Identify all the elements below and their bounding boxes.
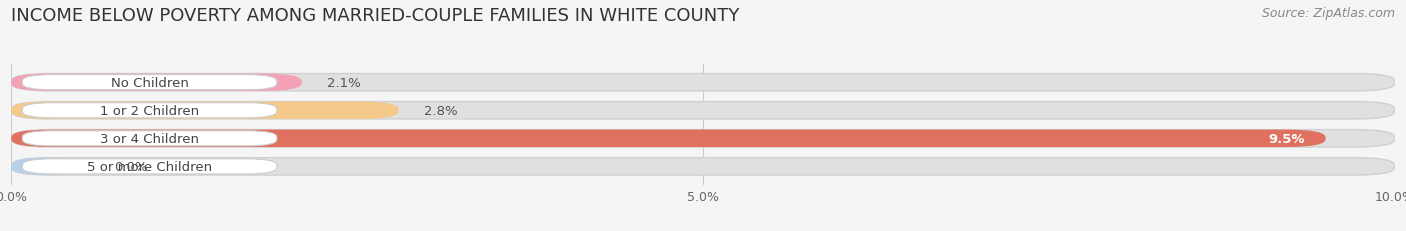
Text: INCOME BELOW POVERTY AMONG MARRIED-COUPLE FAMILIES IN WHITE COUNTY: INCOME BELOW POVERTY AMONG MARRIED-COUPL…: [11, 7, 740, 25]
FancyBboxPatch shape: [11, 74, 302, 91]
Text: 5 or more Children: 5 or more Children: [87, 160, 212, 173]
FancyBboxPatch shape: [11, 102, 399, 119]
FancyBboxPatch shape: [22, 159, 277, 174]
Text: 0.0%: 0.0%: [114, 160, 148, 173]
Text: Source: ZipAtlas.com: Source: ZipAtlas.com: [1261, 7, 1395, 20]
FancyBboxPatch shape: [11, 74, 1395, 91]
Text: 2.1%: 2.1%: [326, 76, 360, 89]
Text: 3 or 4 Children: 3 or 4 Children: [100, 132, 200, 145]
Text: 9.5%: 9.5%: [1268, 132, 1305, 145]
FancyBboxPatch shape: [11, 102, 1395, 119]
Text: No Children: No Children: [111, 76, 188, 89]
Text: 1 or 2 Children: 1 or 2 Children: [100, 104, 200, 117]
FancyBboxPatch shape: [22, 131, 277, 146]
FancyBboxPatch shape: [11, 158, 89, 175]
FancyBboxPatch shape: [22, 103, 277, 118]
FancyBboxPatch shape: [11, 130, 1326, 147]
FancyBboxPatch shape: [22, 75, 277, 90]
FancyBboxPatch shape: [11, 130, 1395, 147]
FancyBboxPatch shape: [11, 158, 1395, 175]
Text: 2.8%: 2.8%: [423, 104, 457, 117]
